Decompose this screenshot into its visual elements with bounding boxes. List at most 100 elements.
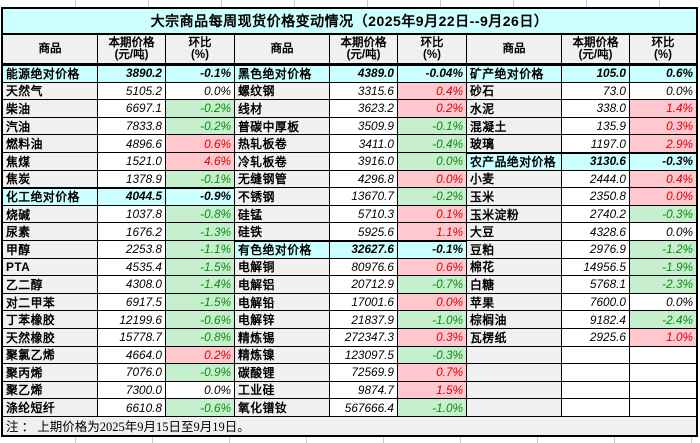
price-cell: 1197.0: [562, 135, 630, 153]
gridline: [306, 437, 307, 443]
price-cell: 32627.6: [330, 240, 398, 259]
gridline: [75, 437, 76, 443]
pct-change-cell: [630, 381, 696, 400]
price-cell: 6697.1: [98, 100, 166, 118]
pct-change-cell: -0.6%: [166, 399, 235, 417]
price-cell: 4896.6: [98, 135, 166, 153]
commodity-name-cell: 聚丙烯: [3, 364, 98, 382]
pct-change-cell: 0.6%: [630, 65, 696, 83]
commodity-name-cell: [467, 364, 562, 382]
pct-change-cell: -1.4%: [166, 276, 235, 294]
price-cell: 4296.8: [330, 170, 398, 189]
gridline: [152, 437, 153, 443]
header-price-1: 本期价格 (元/吨): [98, 35, 166, 63]
pct-change-cell: -1.9%: [630, 258, 696, 277]
pct-change-cell: 2.9%: [630, 135, 696, 153]
commodity-name-cell: 工业硅: [235, 381, 330, 400]
commodity-name-cell: 不锈钢: [235, 188, 330, 206]
section-name-cell: 化工绝对价格: [3, 188, 98, 206]
commodity-name-cell: [467, 381, 562, 400]
price-cell: 567666.4: [330, 399, 398, 417]
pct-change-cell: 1.4%: [630, 100, 696, 118]
price-cell: 5768.1: [562, 276, 630, 294]
pct-change-cell: -0.2%: [166, 100, 235, 118]
gridline: [383, 437, 384, 443]
section-name-cell: 有色绝对价格: [235, 240, 330, 259]
commodity-name-cell: 精炼镍: [235, 346, 330, 365]
pct-change-cell: 1.1%: [398, 223, 467, 241]
commodity-name-cell: 柴油: [3, 100, 98, 118]
price-cell: 4044.5: [98, 188, 166, 206]
commodity-name-cell: 普碳中厚板: [235, 117, 330, 136]
pct-change-cell: -0.6%: [166, 311, 235, 329]
gridline: [659, 0, 660, 7]
gridline: [367, 0, 368, 7]
commodity-name-cell: 棉花: [467, 258, 562, 277]
price-cell: 7833.8: [98, 117, 166, 136]
pct-change-cell: 0.3%: [630, 117, 696, 136]
commodity-name-cell: 玉米: [467, 188, 562, 206]
pct-change-cell: -0.2%: [398, 188, 467, 206]
section-name-cell: 黑色绝对价格: [235, 65, 330, 83]
price-cell: 7600.0: [562, 293, 630, 312]
pct-change-cell: -0.9%: [166, 364, 235, 382]
price-cell: 6610.8: [98, 399, 166, 417]
price-cell: 4389.0: [330, 65, 398, 83]
gridline: [221, 0, 222, 7]
price-cell: 5925.6: [330, 223, 398, 241]
commodity-name-cell: 焦炭: [3, 170, 98, 189]
header-price-2: 本期价格 (元/吨): [330, 35, 398, 63]
price-cell: 135.9: [562, 117, 630, 136]
price-cell: 1378.9: [98, 170, 166, 189]
section-name-cell: 矿产绝对价格: [467, 65, 562, 83]
price-cell: 4308.0: [98, 276, 166, 294]
price-cell: 4535.4: [98, 258, 166, 277]
price-cell: 123097.5: [330, 346, 398, 365]
commodity-name-cell: 氧化镨钕: [235, 399, 330, 417]
commodity-name-cell: 玻璃: [467, 135, 562, 153]
commodity-name-cell: 汽油: [3, 117, 98, 136]
pct-change-cell: 0.0%: [166, 82, 235, 101]
commodity-name-cell: 电解铜: [235, 258, 330, 277]
price-cell: 3916.0: [330, 152, 398, 171]
pct-change-cell: -0.1%: [398, 240, 467, 259]
header-commodity-2: 商品: [235, 35, 330, 63]
pct-change-cell: [630, 346, 696, 365]
pct-change-cell: -1.5%: [166, 258, 235, 277]
price-cell: 7076.0: [98, 364, 166, 382]
pct-change-cell: 4.6%: [166, 152, 235, 171]
pct-change-cell: 0.0%: [630, 223, 696, 241]
table-body: 能源绝对价格 3890.2 -0.1% 黑色绝对价格 4389.0 -0.04% 矿产绝对价…: [3, 65, 696, 417]
pct-change-cell: -1.1%: [166, 240, 235, 259]
pct-change-cell: [630, 399, 696, 417]
spreadsheet-gridline-strip-bottom: [0, 437, 700, 443]
commodity-name-cell: 苹果: [467, 293, 562, 312]
price-cell: 272347.3: [330, 328, 398, 347]
commodity-name-cell: [467, 346, 562, 365]
header-pct-1: 环比 (%): [166, 35, 235, 63]
commodity-name-cell: 冷轧板卷: [235, 152, 330, 171]
pct-change-cell: -0.8%: [166, 328, 235, 347]
commodity-price-table: 大宗商品每周现货价格变动情况（2025年9月22日--9月26日） 商品 本期价…: [1, 7, 698, 437]
price-cell: 2925.6: [562, 328, 630, 347]
price-cell: 3890.2: [98, 65, 166, 83]
pct-change-cell: -0.7%: [398, 276, 467, 294]
commodity-name-cell: 燃料油: [3, 135, 98, 153]
price-cell: 3315.6: [330, 82, 398, 101]
pct-change-cell: 0.0%: [398, 293, 467, 312]
pct-change-cell: -0.3%: [630, 152, 696, 171]
gridline: [229, 437, 230, 443]
commodity-name-cell: PTA: [3, 258, 98, 277]
pct-change-cell: -0.3%: [630, 205, 696, 224]
price-cell: 9182.4: [562, 311, 630, 329]
pct-change-cell: 0.4%: [630, 170, 696, 189]
pct-change-cell: 0.6%: [166, 135, 235, 153]
pct-change-cell: 0.2%: [398, 100, 467, 118]
price-cell: 20712.9: [330, 276, 398, 294]
price-cell: 80976.6: [330, 258, 398, 277]
commodity-name-cell: 丁苯橡胶: [3, 311, 98, 329]
pct-change-cell: 1.5%: [398, 381, 467, 400]
price-cell: 4328.6: [562, 223, 630, 241]
pct-change-cell: 0.4%: [398, 82, 467, 101]
commodity-name-cell: [467, 399, 562, 417]
